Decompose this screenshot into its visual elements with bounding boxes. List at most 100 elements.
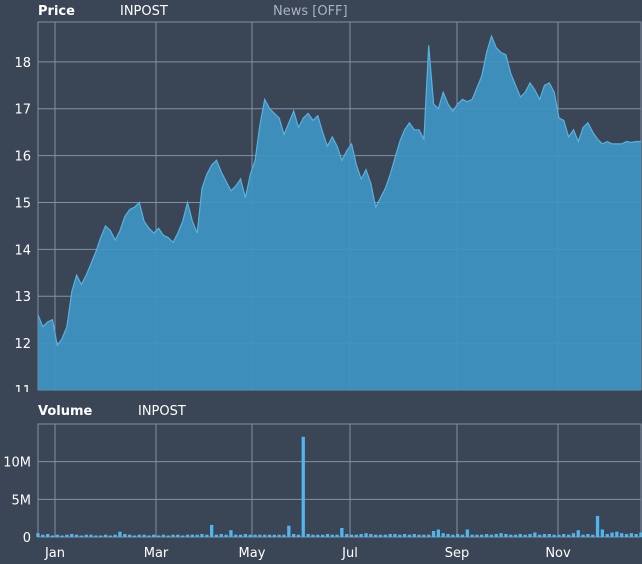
volume-bar: [581, 534, 585, 537]
volume-bar: [470, 534, 474, 537]
volume-bar: [407, 534, 412, 537]
volume-bar: [388, 534, 392, 537]
news-toggle[interactable]: News [OFF]: [273, 4, 348, 19]
volume-y-tick-label: 0: [23, 531, 31, 546]
price-y-tick-label: 13: [14, 290, 31, 305]
volume-bar: [567, 534, 571, 537]
volume-bar: [489, 534, 494, 537]
price-area: [38, 36, 641, 390]
volume-bar: [277, 534, 281, 537]
volume-bar: [282, 534, 286, 537]
volume-bar: [128, 534, 132, 537]
volume-bar: [402, 534, 407, 537]
volume-bar: [94, 535, 98, 537]
volume-bar: [369, 534, 373, 537]
volume-bar: [147, 535, 151, 537]
volume-bar: [292, 534, 296, 537]
price-y-tick-label: 17: [14, 103, 31, 118]
volume-bar: [243, 534, 248, 537]
volume-bar: [383, 534, 387, 537]
volume-bar: [571, 533, 576, 537]
price-y-tick-label: 12: [14, 337, 31, 352]
volume-bar: [108, 535, 112, 537]
price-y-tick-label: 16: [14, 150, 31, 165]
volume-bar: [176, 534, 180, 537]
volume-bar: [485, 534, 489, 537]
volume-bar: [499, 533, 503, 537]
x-tick-label: Mar: [144, 546, 169, 561]
volume-bar: [528, 534, 532, 537]
volume-bar: [557, 534, 561, 537]
volume-bar: [161, 534, 165, 537]
volume-bar: [214, 534, 219, 537]
volume-bar: [475, 534, 479, 537]
x-tick-label: May: [239, 546, 266, 561]
volume-bar: [190, 534, 194, 537]
volume-y-tick-label: 10M: [3, 456, 31, 471]
volume-bar: [263, 534, 267, 537]
volume-bar: [41, 534, 45, 537]
volume-bar: [576, 530, 580, 537]
volume-bar: [55, 534, 59, 537]
volume-bar: [538, 534, 542, 537]
volume-bar: [513, 534, 518, 537]
volume-bar: [615, 531, 619, 537]
volume-bar: [320, 534, 325, 537]
volume-bar: [137, 534, 141, 537]
volume-bar: [480, 534, 484, 537]
volume-bar: [171, 534, 175, 537]
volume-bar: [600, 529, 604, 537]
volume-bar: [354, 534, 358, 537]
volume-bar: [427, 534, 431, 537]
volume-bar: [272, 534, 276, 537]
volume-bar: [494, 534, 498, 537]
volume-bar: [359, 534, 363, 537]
volume-bar: [296, 534, 301, 537]
volume-bar: [436, 529, 440, 537]
price-y-tick-label: 15: [14, 196, 31, 211]
volume-bar: [70, 534, 74, 537]
x-axis: Jan Mar May Jul Sep Nov: [44, 546, 571, 561]
volume-bar: [431, 531, 436, 537]
volume-bar: [330, 534, 334, 537]
volume-bar: [185, 534, 190, 537]
volume-bar: [412, 534, 416, 537]
volume-bars: [36, 436, 642, 537]
volume-bar: [118, 531, 122, 537]
volume-bar: [181, 535, 185, 537]
volume-bar: [156, 535, 161, 537]
volume-bar: [234, 534, 238, 537]
volume-bar: [451, 534, 455, 537]
price-y-tick-label: 14: [14, 243, 31, 258]
volume-bar: [152, 534, 156, 537]
volume-bar: [65, 534, 69, 537]
volume-bar: [311, 534, 315, 537]
volume-bar: [248, 534, 252, 537]
volume-bar: [639, 532, 642, 537]
volume-bar: [200, 534, 204, 537]
volume-bar: [210, 524, 214, 537]
volume-grid: [37, 423, 642, 538]
volume-bar: [132, 535, 137, 537]
volume-bar: [224, 534, 228, 537]
volume-bar: [422, 534, 426, 537]
volume-bar: [374, 534, 378, 537]
volume-bar: [36, 533, 40, 537]
volume-bar: [103, 534, 108, 537]
volume-bar: [253, 534, 257, 537]
volume-bar: [113, 534, 117, 537]
x-tick-label: Nov: [545, 546, 571, 561]
volume-panel-symbol: INPOST: [138, 404, 186, 419]
volume-bar: [456, 534, 460, 537]
volume-bar: [84, 534, 88, 537]
price-y-tick-label: 18: [14, 56, 31, 71]
volume-bar: [562, 534, 566, 537]
volume-bar: [523, 534, 527, 537]
volume-y-axis: 0 5M 10M: [3, 456, 31, 546]
volume-bar: [50, 535, 55, 537]
volume-bar: [398, 534, 402, 537]
volume-bar: [258, 534, 262, 537]
volume-bar: [60, 535, 64, 537]
volume-bar: [465, 529, 469, 537]
volume-bar: [74, 534, 79, 537]
